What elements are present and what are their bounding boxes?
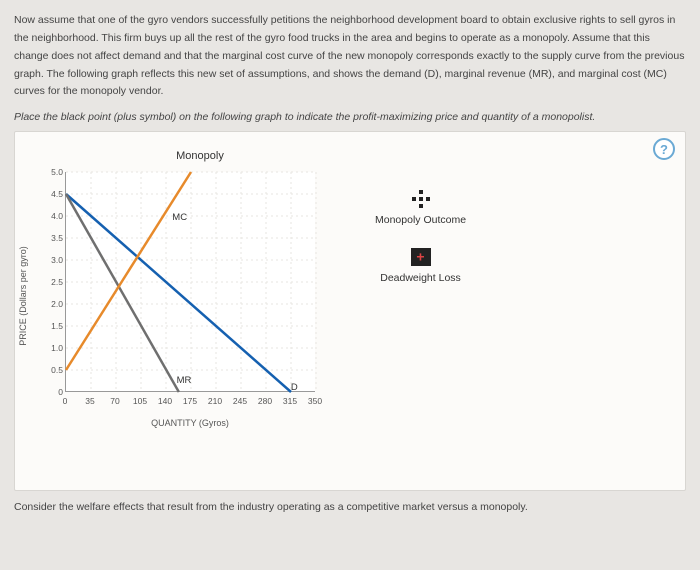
curve-label: MC [172, 212, 187, 223]
chart-area[interactable]: PRICE (Dollars per gyro) DMRMC 00.51.01.… [29, 166, 339, 426]
y-tick: 4.0 [29, 211, 63, 221]
instruction-text: Place the black point (plus symbol) on t… [14, 111, 686, 123]
x-tick: 315 [283, 396, 297, 406]
y-axis-label: PRICE (Dollars per gyro) [18, 246, 28, 346]
legend-outcome-label: Monopoly Outcome [375, 214, 466, 226]
y-tick: 1.5 [29, 321, 63, 331]
x-tick: 70 [110, 396, 119, 406]
x-tick: 0 [63, 396, 68, 406]
dwl-icon [411, 248, 431, 266]
y-tick: 2.5 [29, 277, 63, 287]
y-tick: 0.5 [29, 365, 63, 375]
curve-label: MR [177, 375, 192, 386]
plus-icon [412, 190, 430, 208]
legend-monopoly-outcome[interactable]: Monopoly Outcome [375, 190, 466, 226]
x-tick: 140 [158, 396, 172, 406]
y-tick: 1.0 [29, 343, 63, 353]
x-tick: 210 [208, 396, 222, 406]
legend-dwl-label: Deadweight Loss [375, 272, 466, 284]
y-tick: 0 [29, 387, 63, 397]
footer-text: Consider the welfare effects that result… [14, 501, 686, 513]
x-tick: 280 [258, 396, 272, 406]
intro-text: Now assume that one of the gyro vendors … [14, 12, 686, 101]
x-axis-label: QUANTITY (Gyros) [65, 418, 315, 428]
help-icon[interactable]: ? [653, 138, 675, 160]
y-tick: 2.0 [29, 299, 63, 309]
x-tick: 245 [233, 396, 247, 406]
x-tick: 105 [133, 396, 147, 406]
y-tick: 5.0 [29, 167, 63, 177]
legend-deadweight-loss[interactable]: Deadweight Loss [375, 248, 466, 284]
x-tick: 350 [308, 396, 322, 406]
x-tick: 35 [85, 396, 94, 406]
y-tick: 3.0 [29, 255, 63, 265]
graph-panel: ? Monopoly PRICE (Dollars per gyro) D MR M… [14, 131, 686, 491]
plot-area[interactable]: D MR MC [65, 172, 315, 392]
chart-title: Monopoly [61, 150, 339, 162]
y-tick: 4.5 [29, 189, 63, 199]
legend: Monopoly Outcome Deadweight Loss [375, 190, 466, 306]
curve-label: D [291, 382, 298, 393]
y-tick: 3.5 [29, 233, 63, 243]
x-tick: 175 [183, 396, 197, 406]
